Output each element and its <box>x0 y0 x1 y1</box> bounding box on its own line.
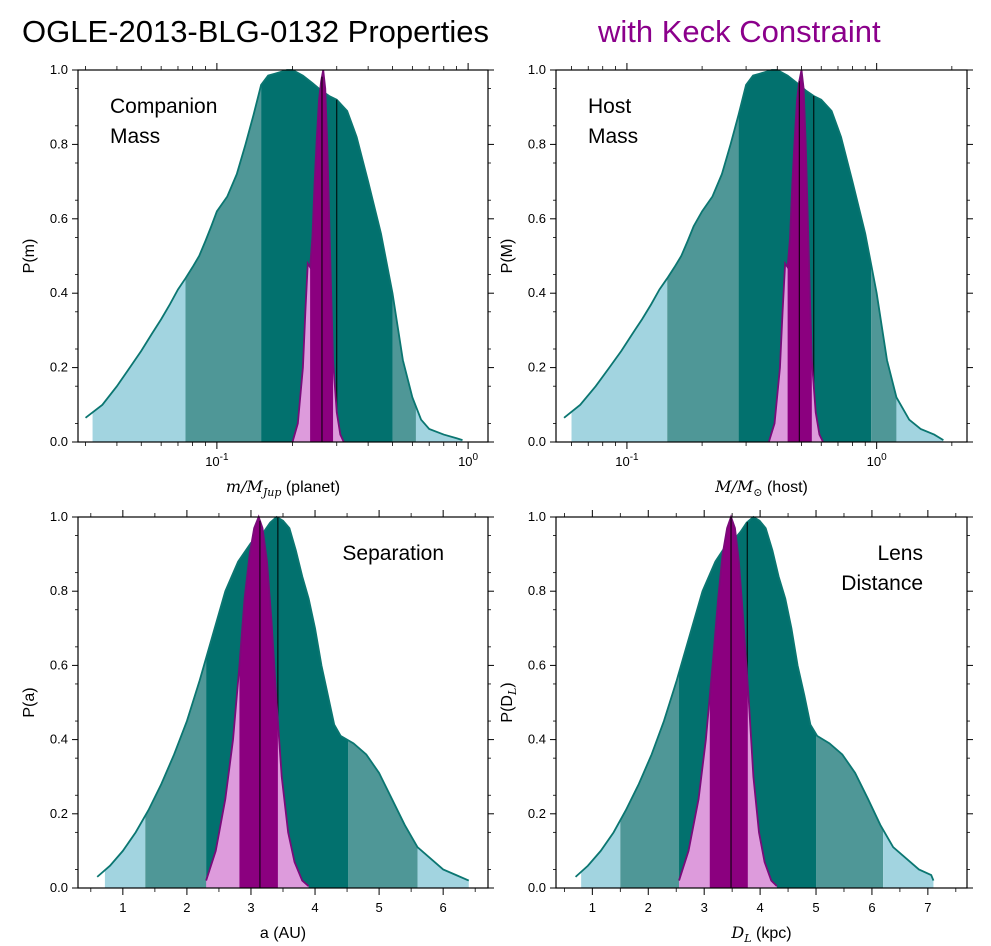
x-tick-label: 3 <box>247 900 254 915</box>
keck-band-1sigma <box>709 517 748 888</box>
prior-band-2 <box>145 657 207 888</box>
prior-band-1 <box>92 278 186 442</box>
x-tick-label: 2 <box>645 900 652 915</box>
panel-label: Companion <box>110 95 217 118</box>
prior-curve <box>96 515 470 882</box>
chart-separation: 0.0 0.2 0.4 0.6 0.8 1.0 1 2 3 4 5 6 a (AU) P(a) Separa… <box>21 509 494 942</box>
x-tick-label: 4 <box>311 900 318 915</box>
y-tick-label: 0.2 <box>528 806 546 821</box>
keck-curve <box>291 69 345 443</box>
prior-band-5 <box>417 847 469 888</box>
prior-curve <box>574 515 935 881</box>
y-tick-label: 0.6 <box>528 657 546 672</box>
prior-band-2 <box>185 84 262 442</box>
panel-label: Mass <box>588 125 638 148</box>
chart-panels: 0.0 0.2 0.4 0.6 0.8 1.0 10-1 100 m/MJup (planet)… <box>21 62 973 945</box>
panel-label: Separation <box>342 542 444 565</box>
y-tick-label: 0.2 <box>50 360 68 375</box>
prior-band-5 <box>883 829 934 888</box>
y-tick-label: 0.0 <box>50 880 68 895</box>
figure-title: OGLE-2013-BLG-0132 Properties <box>22 14 489 49</box>
x-axis-label: DL (kpc) <box>730 923 791 945</box>
x-tick-label: 6 <box>868 900 875 915</box>
y-tick-label: 1.0 <box>50 509 68 524</box>
prior-band-4 <box>348 740 418 888</box>
keck-curve <box>205 514 310 887</box>
plot-frame <box>555 69 968 443</box>
plot-frame <box>77 69 489 443</box>
y-axis-label: P(m) <box>21 239 38 274</box>
panel-label: Mass <box>110 125 160 148</box>
x-tick-label: 3 <box>701 900 708 915</box>
chart-companion-mass: 0.0 0.2 0.4 0.6 0.8 1.0 10-1 100 m/MJup (planet)… <box>21 62 494 499</box>
prior-band-5 <box>896 397 944 442</box>
prior-band-1 <box>571 278 668 442</box>
figure-subtitle-keck: with Keck Constraint <box>597 14 881 49</box>
x-axis-label: a (AU) <box>260 925 306 942</box>
y-axis-label: P(a) <box>21 687 38 717</box>
y-tick-label: 0.4 <box>50 732 68 747</box>
y-axis-label: P(DL) <box>499 682 519 722</box>
y-tick-label: 0.8 <box>528 136 546 151</box>
prior-band-4 <box>816 734 884 888</box>
chart-lens-distance: 0.0 0.2 0.4 0.6 0.8 1.0 1 2 3 4 5 6 7 DL (kpc) P(DL) Le… <box>499 509 973 945</box>
panel-label: Lens <box>877 542 923 565</box>
panel-label: Distance <box>841 572 923 595</box>
y-tick-label: 0.6 <box>528 211 546 226</box>
y-tick-label: 0.4 <box>528 285 546 300</box>
y-tick-label: 0.4 <box>50 285 68 300</box>
y-tick-label: 1.0 <box>528 509 546 524</box>
y-tick-label: 0.0 <box>528 880 546 895</box>
x-axis-label: M/M⊙ (host) <box>714 477 808 499</box>
y-tick-label: 0.6 <box>50 657 68 672</box>
y-tick-label: 0.4 <box>528 732 546 747</box>
y-tick-label: 0.2 <box>528 360 546 375</box>
y-tick-label: 0.2 <box>50 806 68 821</box>
x-tick-label: 10-1 <box>205 452 229 469</box>
prior-band-4 <box>871 263 897 442</box>
x-tick-label: 5 <box>812 900 819 915</box>
x-tick-label: 1 <box>119 900 126 915</box>
x-tick-label: 100 <box>867 452 887 469</box>
prior-band-2 <box>620 672 680 888</box>
keck-curve <box>767 69 824 443</box>
y-tick-label: 1.0 <box>50 62 68 77</box>
prior-curve <box>563 69 944 441</box>
y-axis-label: P(M) <box>499 239 516 274</box>
x-tick-label: 7 <box>924 900 931 915</box>
y-tick-label: 0.8 <box>528 583 546 598</box>
plot-frame <box>555 516 968 889</box>
chart-host-mass: 0.0 0.2 0.4 0.6 0.8 1.0 10-1 100 M/M⊙ (host) P(M)… <box>499 62 973 499</box>
x-axis-label: m/MJup (planet) <box>226 477 340 499</box>
x-tick-label: 1 <box>589 900 596 915</box>
x-tick-label: 2 <box>183 900 190 915</box>
y-tick-label: 0.6 <box>50 211 68 226</box>
y-tick-label: 0.0 <box>528 434 546 449</box>
keck-curve <box>678 514 778 887</box>
prior-curve <box>84 69 463 441</box>
y-tick-label: 1.0 <box>528 62 546 77</box>
y-tick-label: 0.8 <box>50 583 68 598</box>
keck-band-1sigma <box>239 517 278 888</box>
prior-band-2 <box>667 114 739 442</box>
prior-band-5 <box>415 406 463 442</box>
y-tick-label: 0.0 <box>50 434 68 449</box>
x-tick-label: 4 <box>756 900 763 915</box>
x-tick-label: 10-1 <box>615 452 639 469</box>
x-tick-label: 100 <box>458 452 478 469</box>
x-tick-label: 5 <box>375 900 382 915</box>
y-tick-label: 0.8 <box>50 136 68 151</box>
panel-label: Host <box>588 95 631 118</box>
x-tick-label: 6 <box>440 900 447 915</box>
